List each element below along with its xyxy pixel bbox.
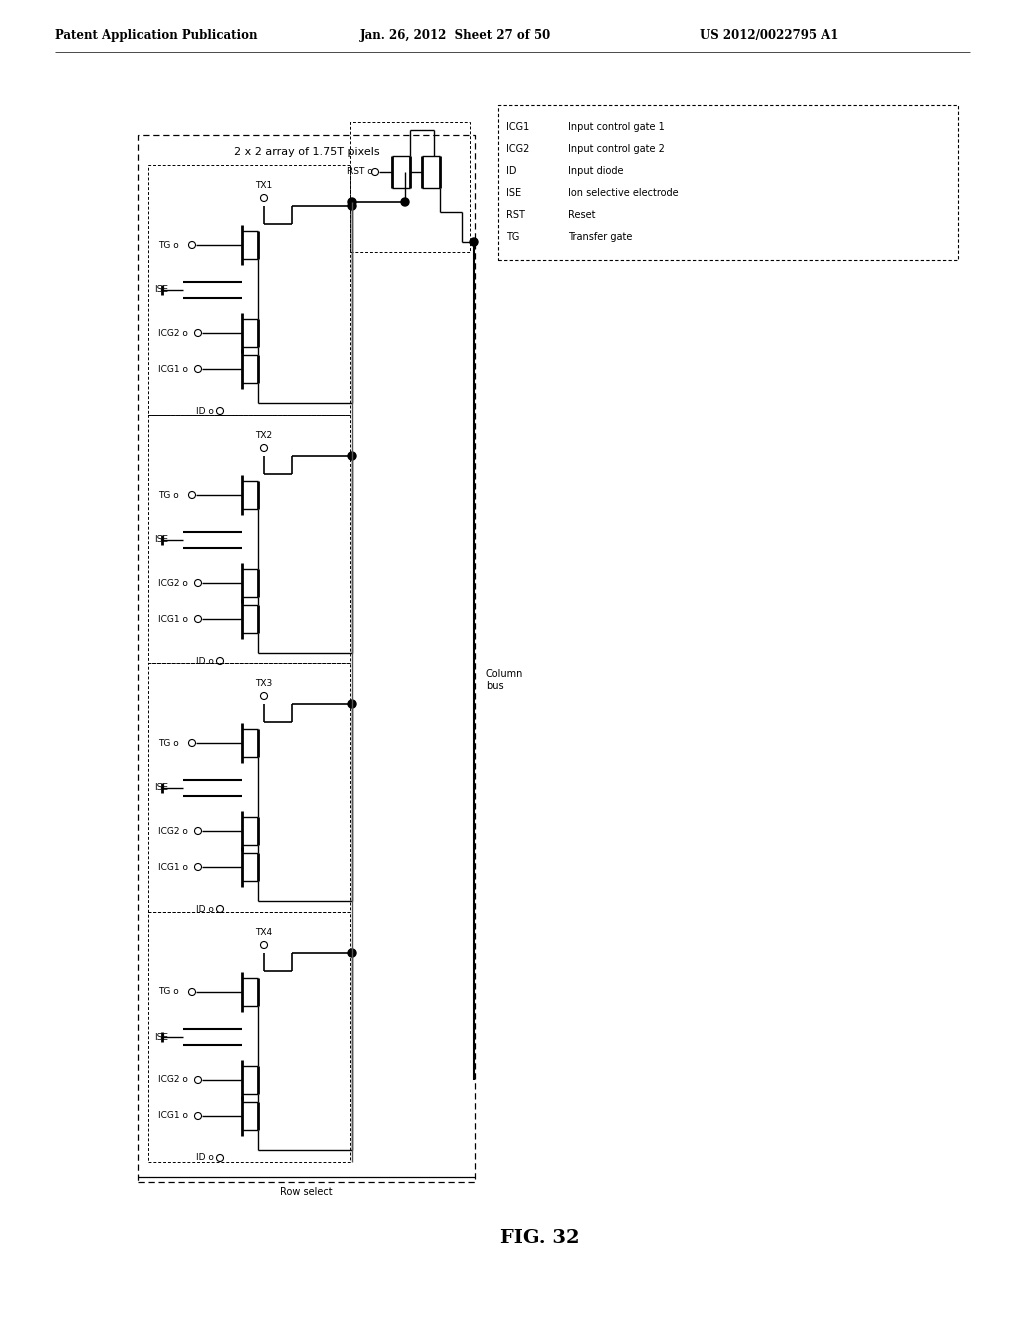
Text: ICG1: ICG1: [506, 121, 529, 132]
Text: TG o: TG o: [158, 987, 179, 997]
Text: Jan. 26, 2012  Sheet 27 of 50: Jan. 26, 2012 Sheet 27 of 50: [360, 29, 551, 41]
Text: TG o: TG o: [158, 240, 179, 249]
Text: ICG2 o: ICG2 o: [158, 329, 187, 338]
Circle shape: [348, 202, 356, 210]
Text: ISE: ISE: [154, 536, 168, 544]
Text: RST: RST: [506, 210, 525, 220]
Text: TX4: TX4: [255, 928, 272, 937]
Text: TX2: TX2: [255, 432, 272, 440]
Text: Patent Application Publication: Patent Application Publication: [55, 29, 257, 41]
Text: ISE: ISE: [154, 784, 168, 792]
Text: Input control gate 2: Input control gate 2: [568, 144, 665, 154]
Text: ICG1 o: ICG1 o: [158, 615, 188, 623]
Text: ID: ID: [506, 166, 516, 176]
Circle shape: [401, 198, 409, 206]
Text: Row select: Row select: [281, 1187, 333, 1197]
Text: ISE: ISE: [154, 285, 168, 294]
Text: Ion selective electrode: Ion selective electrode: [568, 187, 679, 198]
Circle shape: [348, 451, 356, 459]
Text: ICG2 o: ICG2 o: [158, 578, 187, 587]
Circle shape: [348, 949, 356, 957]
Text: TG: TG: [506, 232, 519, 242]
Text: ID o: ID o: [196, 656, 214, 665]
Text: TG o: TG o: [158, 738, 179, 747]
Text: Reset: Reset: [568, 210, 596, 220]
Text: 2 x 2 array of 1.75T pixels: 2 x 2 array of 1.75T pixels: [233, 147, 379, 157]
Text: ID o: ID o: [196, 904, 214, 913]
Text: ISE: ISE: [506, 187, 521, 198]
Text: TX1: TX1: [255, 181, 272, 190]
Text: US 2012/0022795 A1: US 2012/0022795 A1: [700, 29, 839, 41]
Circle shape: [348, 700, 356, 708]
Text: TG o: TG o: [158, 491, 179, 499]
Text: ISE: ISE: [154, 1032, 168, 1041]
Text: ICG2: ICG2: [506, 144, 529, 154]
Text: Input diode: Input diode: [568, 166, 624, 176]
Text: ICG1 o: ICG1 o: [158, 1111, 188, 1121]
Text: ICG1 o: ICG1 o: [158, 364, 188, 374]
Text: TX3: TX3: [255, 678, 272, 688]
Circle shape: [348, 198, 356, 206]
Text: ID o: ID o: [196, 407, 214, 416]
Text: Column
bus: Column bus: [486, 669, 523, 690]
Text: ICG2 o: ICG2 o: [158, 1076, 187, 1085]
Text: Input control gate 1: Input control gate 1: [568, 121, 665, 132]
Text: ID o: ID o: [196, 1154, 214, 1163]
Text: RST o: RST o: [347, 168, 373, 177]
Text: ICG2 o: ICG2 o: [158, 826, 187, 836]
Circle shape: [470, 238, 478, 246]
Text: Transfer gate: Transfer gate: [568, 232, 633, 242]
Text: ICG1 o: ICG1 o: [158, 862, 188, 871]
Text: FIG. 32: FIG. 32: [501, 1229, 580, 1247]
